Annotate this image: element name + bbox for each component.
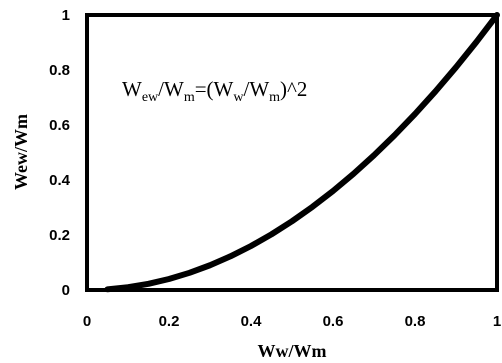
y-tick-label: 0.4 <box>49 172 71 189</box>
annotation-text: W <box>122 77 142 101</box>
annotation-text: /W <box>244 77 270 101</box>
annotation-subscript: w <box>233 90 244 105</box>
y-axis-title: Wew/Wm <box>11 114 31 190</box>
y-tick-labels: 0 0.2 0.4 0.6 0.8 1 <box>49 7 71 299</box>
x-tick-label: 0.8 <box>405 313 426 330</box>
x-tick-labels: 0 0.2 0.4 0.6 0.8 1 <box>83 313 501 330</box>
x-tick-label: 0.2 <box>159 313 180 330</box>
series-line <box>104 12 500 293</box>
plot-area-frame <box>85 13 499 292</box>
x-tick-label: 1 <box>493 313 501 330</box>
annotation-text: /W <box>158 77 184 101</box>
y-tick-label: 0.8 <box>49 62 70 79</box>
annotation-text: )^2 <box>280 77 307 101</box>
x-tick-label: 0.4 <box>241 313 263 330</box>
y-tick-label: 1 <box>62 7 70 24</box>
x-tick-label: 0.6 <box>323 313 344 330</box>
annotation-subscript: m <box>269 90 280 105</box>
x-axis-title: Ww/Wm <box>258 341 327 361</box>
equation-annotation: Wew/Wm=(Ww/Wm)^2 <box>122 77 307 105</box>
y-tick-label: 0.2 <box>49 227 70 244</box>
x-tick-label: 0 <box>83 313 91 330</box>
series-group <box>104 12 500 293</box>
annotation-subscript: ew <box>142 90 159 105</box>
annotation-text: =(W <box>195 77 234 101</box>
y-tick-label: 0 <box>62 282 70 299</box>
y-tick-label: 0.6 <box>49 117 70 134</box>
annotation-subscript: m <box>184 90 195 105</box>
